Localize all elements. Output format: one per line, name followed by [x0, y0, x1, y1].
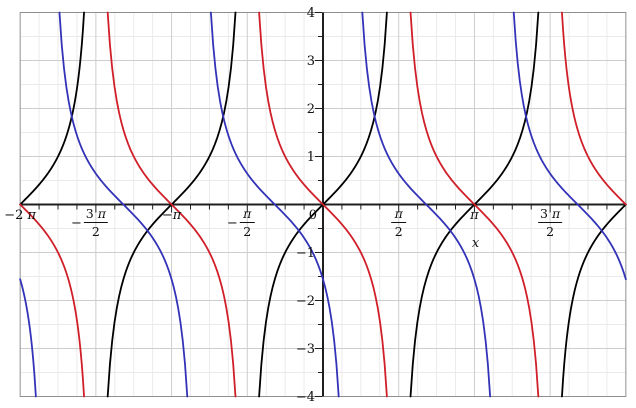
curve-neg-tan-x-branch — [106, 11, 237, 398]
x-tick-label-numerator: π — [394, 206, 404, 221]
curve-neg-tan-x-branch — [561, 11, 627, 206]
curve-neg-tan-x-plus-1-branch — [512, 11, 627, 281]
x-axis-label-text: x — [472, 236, 480, 251]
curve-neg-tan-x-plus-1-branch — [210, 11, 340, 398]
x-tick-label: −π — [162, 208, 182, 223]
x-axis-label: x — [472, 236, 480, 251]
curve-tan-x-branch — [561, 203, 627, 398]
x-tick-label: −2 π — [4, 208, 36, 223]
x-tick-label-denominator: 2 — [395, 224, 403, 239]
x-tick-label-numerator: 3 π — [540, 206, 561, 221]
y-tick-label: −1 — [296, 246, 315, 261]
curve-neg-tan-x-plus-1 — [19, 11, 627, 398]
x-tick-label-denominator: 2 — [243, 224, 251, 239]
curve-neg-tan-x-branch — [19, 203, 85, 398]
curve-neg-tan-x-plus-1-branch — [58, 11, 189, 398]
curve-tan-x-branch — [19, 11, 85, 206]
origin-label: 0 — [309, 208, 317, 223]
y-tick-labels: 4 3 2 1 −1 −2 −3 −4 — [296, 6, 315, 405]
y-tick-label: 2 — [307, 102, 315, 117]
x-tick-label-denominator: 2 — [92, 224, 100, 239]
y-tick-label: −4 — [296, 390, 315, 405]
x-tick-label-minus: − — [71, 216, 82, 231]
y-tick-label: 4 — [307, 6, 315, 21]
x-tick-label-numerator: 3 π — [86, 206, 107, 221]
y-tick-label: −3 — [296, 342, 315, 357]
x-tick-label-denominator: 2 — [546, 224, 554, 239]
y-tick-label: 1 — [307, 150, 315, 165]
curve-neg-tan-x-branch — [258, 11, 388, 398]
curve-neg-tan-x-branch — [409, 11, 540, 398]
x-tick-label: π — [469, 208, 479, 223]
y-tick-label: 3 — [307, 54, 315, 69]
y-tick-label: −2 — [296, 294, 315, 309]
x-tick-label-numerator: π — [242, 206, 252, 221]
axis-ticks — [38, 12, 608, 397]
curve-neg-tan-x — [19, 11, 627, 398]
curve-neg-tan-x-plus-1-branch — [19, 278, 37, 398]
x-tick-label-minus: − — [227, 216, 238, 231]
curve-neg-tan-x-plus-1-branch — [361, 11, 492, 398]
